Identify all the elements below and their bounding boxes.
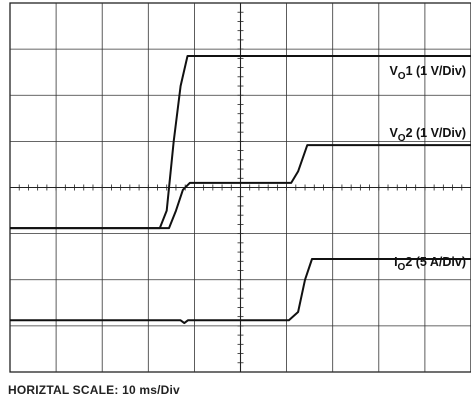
graticule xyxy=(9,2,471,373)
trace-label-2: VO2 (1 V/Div) xyxy=(389,126,466,144)
trace-labels: VO1 (1 V/Div) VO2 (1 V/Div) IO2 (5 A/Div) xyxy=(389,64,466,273)
trace-3 xyxy=(10,258,471,325)
trace-2 xyxy=(10,144,471,230)
traces xyxy=(10,55,471,325)
horizontal-scale-caption: HORIZTAL SCALE: 10 ms/Div xyxy=(8,383,180,397)
trace-label-3: IO2 (5 A/Div) xyxy=(394,255,466,273)
trace-label-1: VO1 (1 V/Div) xyxy=(389,64,466,82)
